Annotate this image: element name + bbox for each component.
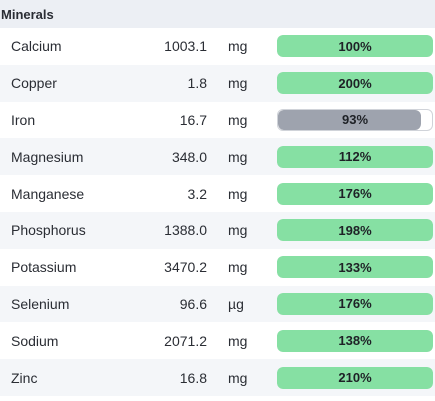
daily-value-fill bbox=[277, 292, 433, 315]
daily-value-fill bbox=[277, 145, 433, 168]
mineral-amount: 3470.2 bbox=[164, 259, 207, 276]
mineral-row-magnesium: Magnesium 348.0 mg 112% bbox=[0, 138, 435, 176]
mineral-unit: mg bbox=[228, 259, 248, 276]
daily-value-bar: 210% bbox=[277, 366, 433, 389]
minerals-section-header: Minerals bbox=[0, 0, 435, 28]
mineral-amount: 1388.0 bbox=[164, 222, 207, 239]
mineral-name: Zinc bbox=[11, 369, 38, 386]
mineral-unit: mg bbox=[228, 111, 248, 128]
mineral-name: Potassium bbox=[11, 259, 77, 276]
section-title: Minerals bbox=[1, 6, 54, 22]
mineral-name: Iron bbox=[11, 111, 36, 128]
mineral-amount: 348.0 bbox=[171, 148, 207, 165]
daily-value-percent: 200% bbox=[338, 75, 372, 91]
mineral-amount: 16.8 bbox=[179, 369, 207, 386]
daily-value-fill bbox=[277, 35, 433, 58]
mineral-unit: mg bbox=[228, 148, 248, 165]
mineral-unit: mg bbox=[228, 222, 248, 239]
mineral-row-calcium: Calcium 1003.1 mg 100% bbox=[0, 28, 435, 65]
mineral-name: Manganese bbox=[11, 185, 85, 202]
daily-value-percent: 198% bbox=[338, 222, 372, 238]
daily-value-bar: 176% bbox=[277, 182, 433, 205]
daily-value-bar: 133% bbox=[277, 256, 433, 279]
daily-value-percent: 138% bbox=[338, 333, 372, 349]
mineral-row-sodium: Sodium 2071.2 mg 138% bbox=[0, 322, 435, 360]
mineral-amount: 96.6 bbox=[179, 295, 207, 312]
mineral-unit: mg bbox=[228, 369, 248, 386]
daily-value-percent: 100% bbox=[338, 38, 372, 54]
daily-value-percent: 93% bbox=[341, 112, 369, 128]
mineral-amount: 2071.2 bbox=[164, 332, 207, 349]
mineral-row-manganese: Manganese 3.2 mg 176% bbox=[0, 175, 435, 212]
mineral-row-zinc: Zinc 16.8 mg 210% bbox=[0, 359, 435, 396]
daily-value-bar: 93% bbox=[277, 108, 433, 131]
daily-value-percent: 133% bbox=[338, 259, 372, 275]
mineral-unit: mg bbox=[228, 75, 248, 92]
mineral-row-phosphorus: Phosphorus 1388.0 mg 198% bbox=[0, 211, 435, 249]
daily-value-bar: 198% bbox=[277, 219, 433, 242]
daily-value-percent: 112% bbox=[338, 149, 372, 165]
mineral-name: Phosphorus bbox=[11, 222, 86, 239]
daily-value-bar: 112% bbox=[277, 145, 433, 168]
daily-value-fill bbox=[277, 366, 433, 389]
daily-value-bar: 138% bbox=[277, 329, 433, 352]
daily-value-fill bbox=[277, 329, 433, 352]
daily-value-fill bbox=[277, 219, 433, 242]
daily-value-bar: 200% bbox=[277, 72, 433, 95]
mineral-row-selenium: Selenium 96.6 µg 176% bbox=[0, 285, 435, 323]
daily-value-percent: 210% bbox=[338, 370, 372, 386]
mineral-row-iron: Iron 16.7 mg 93% bbox=[0, 101, 435, 139]
daily-value-fill bbox=[277, 256, 433, 279]
daily-value-bar: 176% bbox=[277, 292, 433, 315]
daily-value-bar: 100% bbox=[277, 35, 433, 58]
mineral-name: Copper bbox=[11, 75, 57, 92]
mineral-amount: 1003.1 bbox=[164, 38, 207, 55]
mineral-amount: 1.8 bbox=[187, 75, 207, 92]
mineral-row-potassium: Potassium 3470.2 mg 133% bbox=[0, 248, 435, 286]
mineral-amount: 16.7 bbox=[179, 111, 207, 128]
daily-value-percent: 176% bbox=[338, 186, 372, 202]
daily-value-fill bbox=[277, 72, 433, 95]
daily-value-percent: 176% bbox=[338, 296, 372, 312]
daily-value-fill bbox=[277, 182, 433, 205]
mineral-name: Sodium bbox=[11, 332, 59, 349]
mineral-name: Calcium bbox=[11, 38, 62, 55]
mineral-name: Selenium bbox=[11, 295, 70, 312]
mineral-name: Magnesium bbox=[11, 148, 84, 165]
mineral-unit: mg bbox=[228, 332, 248, 349]
mineral-row-copper: Copper 1.8 mg 200% bbox=[0, 64, 435, 102]
minerals-list: Calcium 1003.1 mg 100% Copper 1.8 mg 200… bbox=[0, 28, 435, 396]
mineral-unit: mg bbox=[228, 38, 248, 55]
daily-value-fill bbox=[278, 109, 422, 130]
mineral-amount: 3.2 bbox=[187, 185, 207, 202]
mineral-unit: mg bbox=[228, 185, 248, 202]
mineral-unit: µg bbox=[228, 295, 244, 312]
